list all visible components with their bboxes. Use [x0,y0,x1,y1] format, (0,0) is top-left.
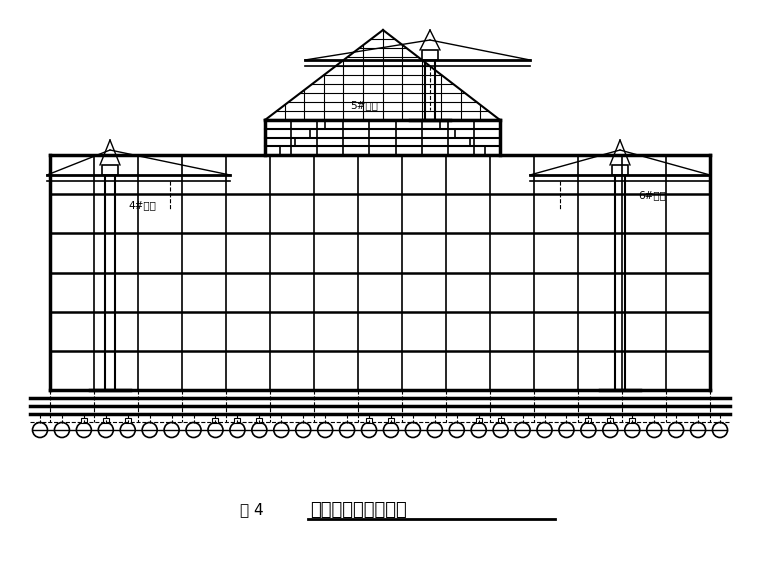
Bar [125,418,131,423]
Text: 4#塔吊: 4#塔吊 [128,200,156,210]
Bar [615,175,625,390]
Bar [498,418,504,423]
Bar [585,418,591,423]
Bar [612,165,628,175]
Bar [629,418,635,423]
Bar [102,165,118,175]
Bar [105,175,115,390]
Bar [366,418,372,423]
Bar [81,418,87,423]
Text: 图 4: 图 4 [240,503,264,518]
Bar [213,418,218,423]
Bar [607,418,613,423]
Bar [422,50,438,60]
Text: 5#塔吊: 5#塔吊 [350,100,378,110]
Text: 测量内控制点剖面图: 测量内控制点剖面图 [310,501,407,519]
Bar [476,418,482,423]
Bar [425,60,435,120]
Bar [103,418,109,423]
Text: 6#塔吊: 6#塔吊 [638,190,666,200]
Bar [388,418,394,423]
Bar [256,418,262,423]
Bar [234,418,240,423]
